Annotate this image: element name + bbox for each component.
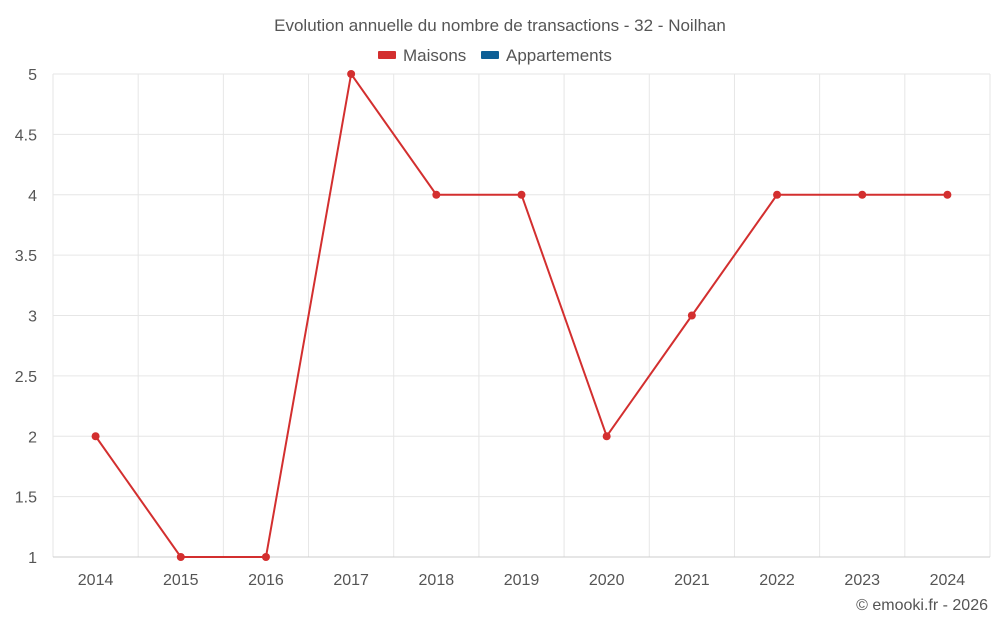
y-tick-label: 2 — [28, 429, 37, 446]
legend-label-maisons: Maisons — [403, 46, 466, 65]
legend-swatch-maisons — [378, 51, 396, 59]
y-tick-label: 5 — [28, 67, 37, 84]
x-tick-label: 2022 — [759, 572, 795, 589]
series-maisons — [91, 70, 952, 561]
y-tick-label: 1 — [28, 550, 37, 567]
data-point[interactable] — [261, 553, 270, 561]
y-tick-label: 3 — [28, 309, 37, 326]
x-tick-label: 2019 — [504, 572, 540, 589]
data-point[interactable] — [91, 432, 100, 441]
y-tick-label: 3.5 — [15, 248, 37, 265]
y-tick-label: 4 — [28, 188, 37, 205]
x-tick-label: 2018 — [419, 572, 455, 589]
x-tick-label: 2021 — [674, 572, 710, 589]
x-tick-label: 2015 — [163, 572, 199, 589]
data-point[interactable] — [176, 553, 185, 561]
legend-item-maisons[interactable]: Maisons — [378, 46, 466, 65]
x-tick-label: 2017 — [333, 572, 369, 589]
data-point[interactable] — [432, 190, 441, 199]
data-point[interactable] — [858, 190, 867, 199]
grid — [52, 73, 991, 557]
y-tick-label: 1.5 — [15, 490, 37, 507]
legend-label-appartements: Appartements — [506, 46, 612, 65]
x-tick-label: 2020 — [589, 572, 625, 589]
x-tick-label: 2024 — [930, 572, 966, 589]
data-point[interactable] — [687, 311, 696, 320]
x-tick-label: 2014 — [78, 572, 114, 589]
y-tick-label: 4.5 — [15, 127, 37, 144]
data-point[interactable] — [602, 432, 611, 441]
legend: Maisons Appartements — [378, 46, 612, 65]
x-tick-label: 2016 — [248, 572, 284, 589]
axes: 1 1.5 2 2.5 3 3.5 4 4.5 5 2014 2015 2016 2017 2018 201… — [15, 67, 990, 589]
data-point[interactable] — [773, 190, 782, 199]
legend-swatch-appartements — [481, 51, 499, 59]
credit-text: © emooki.fr - 2026 — [856, 597, 988, 614]
legend-item-appartements[interactable]: Appartements — [481, 46, 612, 65]
data-point[interactable] — [517, 190, 526, 199]
y-tick-label: 2.5 — [15, 369, 37, 386]
data-point[interactable] — [943, 190, 952, 199]
chart-title: Evolution annuelle du nombre de transact… — [274, 16, 726, 35]
x-tick-label: 2023 — [844, 572, 880, 589]
data-point[interactable] — [347, 70, 356, 78]
